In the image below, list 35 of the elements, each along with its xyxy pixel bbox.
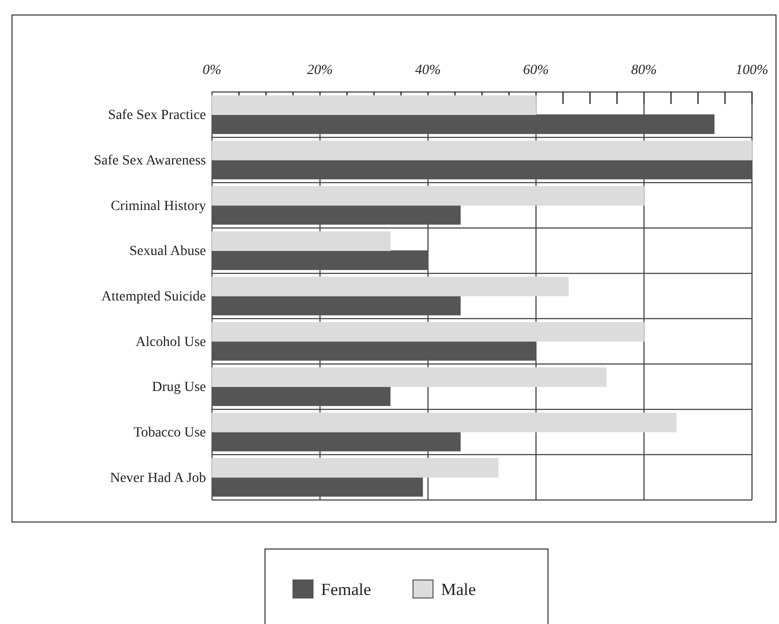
bar [212,250,428,270]
y-tick-label: Safe Sex Awareness [94,153,206,168]
x-tick-label: 80% [631,63,657,78]
bar [212,458,498,478]
y-tick-label: Attempted Suicide [101,289,206,304]
y-tick-label: Drug Use [152,380,206,396]
bar [212,276,569,296]
bar [212,205,461,225]
bar [212,231,390,251]
bar [212,367,606,387]
y-tick-label: Never Had A Job [110,470,206,486]
bar [212,412,677,432]
x-tick-label: 20% [307,63,333,78]
bar [212,186,644,206]
y-tick-label: Safe Sex Practice [108,108,206,124]
bar [212,341,536,361]
bar [212,432,461,452]
y-tick-label: Sexual Abuse [129,244,206,260]
x-tick-label: 60% [523,63,549,78]
y-tick-label: Tobacco Use [134,425,206,440]
bar [212,160,752,180]
y-tick-label: Criminal History [110,198,206,214]
legend-label: Male [441,580,476,599]
bar [212,322,644,342]
x-tick-label: 40% [415,63,441,78]
bar [212,386,390,406]
bar [212,296,461,316]
bar [212,477,423,497]
legend-label: Female [321,580,372,599]
y-tick-label: Alcohol Use [136,334,206,350]
x-tick-label: 0% [202,63,222,78]
bar [212,140,752,160]
bar [212,95,536,115]
x-tick-label: 100% [736,63,768,78]
bar [212,114,714,134]
